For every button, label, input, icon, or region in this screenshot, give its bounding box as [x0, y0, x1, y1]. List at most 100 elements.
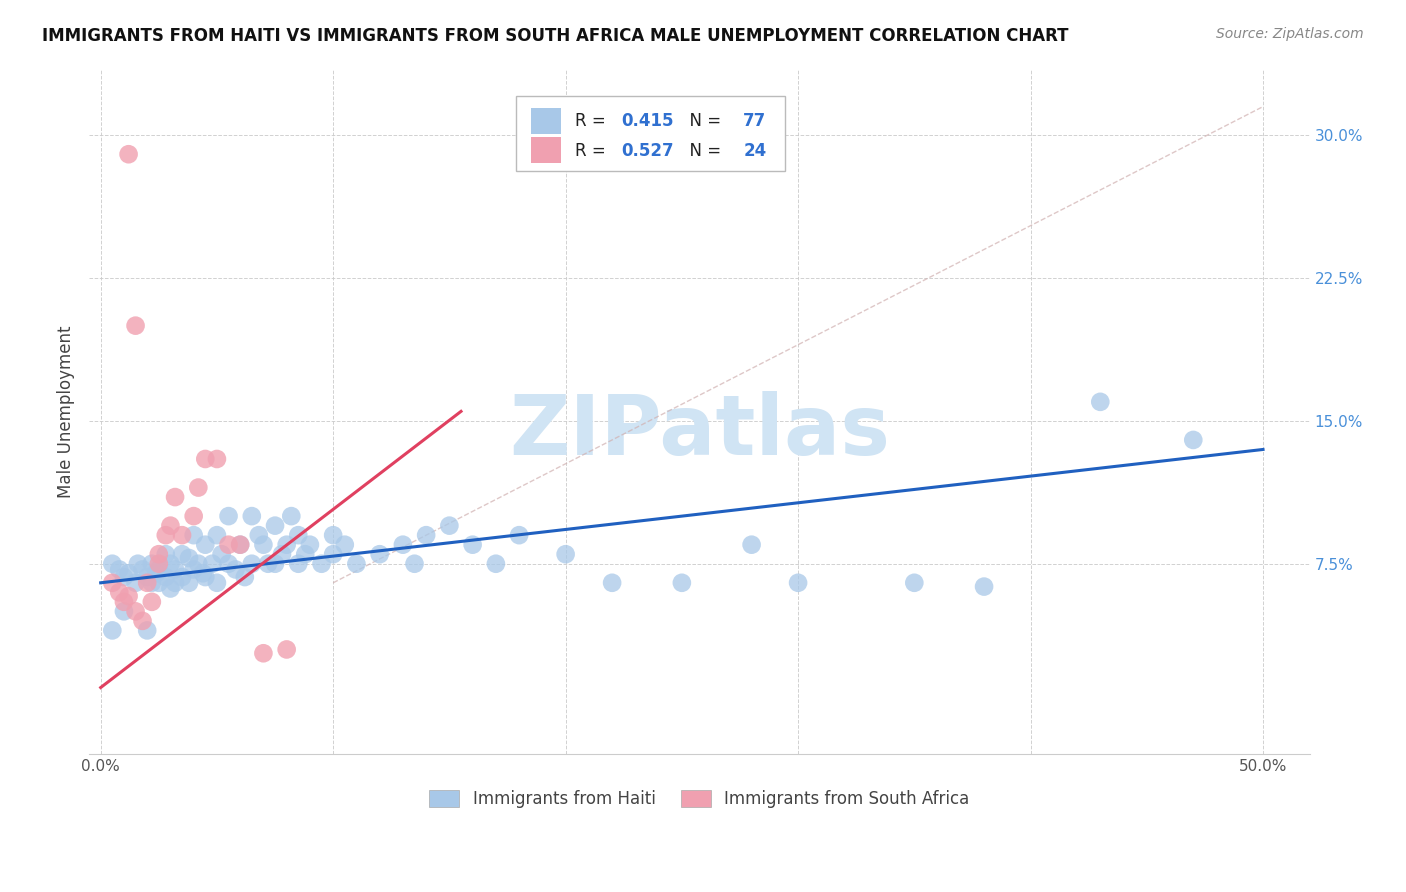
Point	[554, 547, 576, 561]
Point	[131, 562, 153, 576]
Point	[600, 575, 623, 590]
Point	[218, 509, 240, 524]
Point	[124, 575, 146, 590]
Point	[264, 518, 287, 533]
Point	[191, 566, 214, 581]
Point	[117, 147, 139, 161]
Point	[131, 614, 153, 628]
Point	[155, 547, 177, 561]
Point	[252, 538, 274, 552]
Point	[187, 481, 209, 495]
Point	[187, 557, 209, 571]
Point	[439, 518, 461, 533]
Point	[741, 538, 763, 552]
Point	[194, 570, 217, 584]
Point	[392, 538, 415, 552]
Point	[148, 575, 170, 590]
Text: 0.415: 0.415	[621, 112, 673, 129]
Point	[145, 566, 167, 581]
Text: N =: N =	[679, 142, 725, 160]
Point	[229, 538, 252, 552]
Point	[177, 575, 200, 590]
Text: 24: 24	[744, 142, 766, 160]
Point	[183, 509, 205, 524]
Point	[276, 642, 298, 657]
Point	[211, 547, 233, 561]
Point	[101, 557, 124, 571]
Point	[485, 557, 508, 571]
Point	[127, 557, 149, 571]
Point	[177, 551, 200, 566]
Point	[233, 570, 256, 584]
Point	[148, 547, 170, 561]
Text: IMMIGRANTS FROM HAITI VS IMMIGRANTS FROM SOUTH AFRICA MALE UNEMPLOYMENT CORRELAT: IMMIGRANTS FROM HAITI VS IMMIGRANTS FROM…	[42, 27, 1069, 45]
Point	[159, 582, 181, 596]
Point	[148, 562, 170, 576]
Point	[112, 595, 135, 609]
Point	[287, 528, 309, 542]
Point	[124, 604, 146, 618]
Point	[240, 557, 263, 571]
Point	[298, 538, 321, 552]
Point	[205, 452, 228, 467]
Point	[787, 575, 810, 590]
Y-axis label: Male Unemployment: Male Unemployment	[58, 325, 75, 498]
Point	[136, 575, 159, 590]
Point	[247, 528, 270, 542]
Point	[287, 557, 309, 571]
Point	[240, 509, 263, 524]
FancyBboxPatch shape	[516, 96, 785, 171]
Point	[170, 570, 193, 584]
Point	[1182, 433, 1205, 447]
Text: ZIPatlas: ZIPatlas	[509, 392, 890, 473]
Point	[322, 547, 344, 561]
Point	[229, 538, 252, 552]
FancyBboxPatch shape	[531, 137, 561, 163]
Text: 0.527: 0.527	[621, 142, 673, 160]
Text: N =: N =	[679, 112, 725, 129]
Point	[280, 509, 302, 524]
Point	[112, 570, 135, 584]
Point	[225, 562, 247, 576]
Point	[201, 557, 224, 571]
Point	[141, 557, 163, 571]
Point	[322, 528, 344, 542]
Point	[294, 547, 316, 561]
Point	[165, 490, 187, 504]
Text: 77: 77	[744, 112, 766, 129]
Point	[903, 575, 925, 590]
Point	[194, 452, 217, 467]
Point	[155, 528, 177, 542]
Point	[148, 557, 170, 571]
Point	[311, 557, 333, 571]
Point	[112, 604, 135, 618]
Point	[344, 557, 367, 571]
Point	[165, 562, 187, 576]
Point	[101, 575, 124, 590]
Point	[159, 557, 181, 571]
Point	[252, 646, 274, 660]
Legend: Immigrants from Haiti, Immigrants from South Africa: Immigrants from Haiti, Immigrants from S…	[423, 783, 976, 814]
Point	[271, 547, 294, 561]
Point	[368, 547, 391, 561]
Text: R =: R =	[575, 142, 610, 160]
Point	[671, 575, 693, 590]
Point	[205, 575, 228, 590]
Point	[170, 528, 193, 542]
Point	[461, 538, 484, 552]
Point	[1090, 394, 1112, 409]
Point	[508, 528, 530, 542]
Point	[183, 562, 205, 576]
Point	[333, 538, 356, 552]
Point	[194, 538, 217, 552]
Point	[257, 557, 280, 571]
Point	[183, 528, 205, 542]
Point	[218, 538, 240, 552]
Point	[264, 557, 287, 571]
FancyBboxPatch shape	[531, 108, 561, 134]
Point	[415, 528, 437, 542]
Point	[101, 624, 124, 638]
Point	[159, 518, 181, 533]
Point	[404, 557, 426, 571]
Point	[117, 566, 139, 581]
